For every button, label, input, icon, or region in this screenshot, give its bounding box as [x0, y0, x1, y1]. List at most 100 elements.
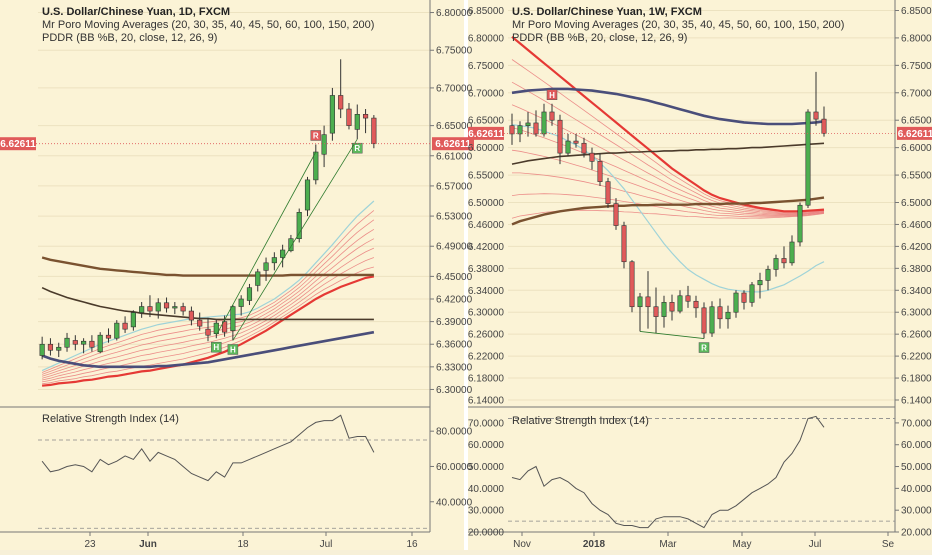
candle-up — [565, 140, 571, 154]
candle-down — [701, 307, 707, 334]
ma-150-line — [511, 196, 825, 226]
right-legend-pddr[interactable]: PDDR (BB %B, 20, close, 12, 26, 9) — [512, 32, 687, 44]
right-rsi-title[interactable]: Relative Strength Index (14) — [512, 415, 649, 427]
rsi-tick-label-left: 20.0000 — [468, 528, 505, 539]
right-legend-ma[interactable]: Mr Poro Moving Averages (20, 30, 35, 40,… — [512, 19, 844, 31]
candle-down — [549, 111, 555, 121]
right-time-axis[interactable]: Nov 2018 Mar May Jul Se — [513, 532, 895, 550]
ma-60-line — [41, 275, 375, 387]
right-candles[interactable] — [509, 71, 827, 339]
candle-down — [105, 334, 112, 339]
pattern-trend-line — [215, 151, 317, 336]
candle-down — [188, 310, 194, 321]
price-tick-label: 6.75000 — [436, 46, 473, 57]
candle-up — [130, 312, 136, 328]
candle-up — [677, 295, 683, 312]
candle-down — [645, 296, 651, 308]
rsi-tick-label-left: 70.0000 — [468, 418, 505, 429]
ma-20-line — [41, 200, 375, 372]
candle-up — [637, 296, 643, 308]
marker-box — [310, 130, 322, 141]
candle-up — [773, 258, 779, 270]
candle-up — [263, 262, 269, 271]
candle-down — [821, 118, 827, 134]
ma-fan-line — [511, 149, 825, 216]
left-panel[interactable]: H H R R 6.80000 6.75000 6.70000 6.65000 6.61000… — [0, 0, 474, 550]
ma-100-line — [41, 256, 374, 277]
left-candles[interactable] — [39, 59, 377, 360]
candle-down — [362, 114, 369, 119]
price-tick-label: 6.22000 — [901, 352, 932, 363]
price-tick-label: 6.14000 — [901, 396, 932, 407]
ma-20-line — [511, 124, 825, 293]
candle-down — [533, 122, 539, 135]
candle-down — [163, 302, 170, 309]
rsi-tick-label: 30.0000 — [901, 506, 932, 517]
rsi-tick-label-left: 30.0000 — [468, 506, 505, 517]
right-price-axis[interactable]: 6.85000 6.85000 6.80000 6.80000 6.75000 6.750… — [468, 6, 932, 407]
candle-down — [685, 295, 691, 302]
ma-100-line — [511, 142, 825, 165]
time-tick-label: May — [733, 539, 752, 550]
rsi-tick-label: 60.0000 — [436, 462, 473, 473]
candle-up — [155, 302, 161, 312]
right-panel[interactable]: H R 6.850006.850006.800006.800006.750006.… — [468, 0, 932, 550]
candle-up — [64, 337, 70, 348]
left-price-axis[interactable]: 6.80000 6.75000 6.70000 6.65000 6.61000 6.570… — [430, 8, 473, 396]
left-time-axis[interactable]: 23 Jun 18 Jul 16 — [84, 532, 418, 550]
price-tick-label: 6.34000 — [901, 286, 932, 297]
ma-fan-line — [511, 81, 825, 214]
price-tick-label: 6.50000 — [901, 198, 932, 209]
left-legend-ma[interactable]: Mr Poro Moving Averages (20, 30, 35, 40,… — [42, 19, 374, 31]
candle-down — [781, 258, 787, 264]
time-tick-label: 16 — [406, 539, 418, 550]
ma-fan-line — [511, 104, 825, 214]
marker-label: H — [549, 91, 555, 100]
price-tick-label: 6.30000 — [901, 308, 932, 319]
rsi-tick-label: 20.0000 — [901, 528, 932, 539]
candle-down — [669, 302, 675, 312]
ma-fan-line — [511, 127, 825, 215]
price-tick-label-left: 6.26000 — [468, 330, 505, 341]
svg-text:6.62611: 6.62611 — [435, 139, 471, 150]
time-tick-label: Se — [882, 539, 895, 550]
candle-up — [172, 306, 178, 309]
left-last-price-label: 6.62611 — [0, 137, 36, 151]
left-rsi-title[interactable]: Relative Strength Index (14) — [42, 413, 179, 425]
marker-label: R — [313, 131, 319, 140]
price-tick-label: 6.46000 — [901, 220, 932, 231]
candle-up — [238, 298, 244, 307]
price-tick-label: 6.38000 — [901, 264, 932, 275]
price-tick-label: 6.70000 — [901, 88, 932, 99]
rsi-tick-label-left: 50.0000 — [468, 462, 505, 473]
candle-up — [97, 334, 103, 353]
candle-down — [653, 306, 659, 317]
candle-up — [271, 257, 277, 264]
price-tick-label: 6.39000 — [436, 317, 473, 328]
candle-up — [725, 311, 731, 320]
marker-box — [211, 341, 222, 353]
candle-down — [573, 140, 579, 144]
time-tick-label: 23 — [84, 539, 96, 550]
left-rsi-pane — [38, 414, 430, 529]
price-tick-label-left: 6.22000 — [468, 352, 505, 363]
rsi-line — [41, 414, 375, 482]
candle-down — [813, 111, 819, 120]
svg-text:6.62611: 6.62611 — [468, 129, 504, 140]
candle-down — [621, 225, 627, 263]
candle-down — [597, 161, 603, 182]
marker-label: R — [701, 344, 707, 353]
right-legend-title: U.S. Dollar/Chinese Yuan, 1W, FXCM — [512, 6, 702, 18]
rsi-tick-label-left: 40.0000 — [468, 484, 505, 495]
price-tick-label-left: 6.46000 — [468, 220, 505, 231]
candle-down — [338, 95, 344, 110]
left-legend-pddr[interactable]: PDDR (BB %B, 20, close, 12, 26, 9) — [42, 32, 217, 44]
rsi-tick-label-left: 60.0000 — [468, 440, 505, 451]
candle-up — [354, 114, 360, 130]
candle-up — [797, 204, 803, 243]
right-last-price-label: 6.62611 — [468, 126, 504, 140]
price-tick-label: 6.70000 — [436, 83, 473, 94]
candle-up — [213, 322, 219, 334]
rsi-tick-label: 80.0000 — [436, 427, 473, 438]
candle-down — [717, 306, 723, 320]
